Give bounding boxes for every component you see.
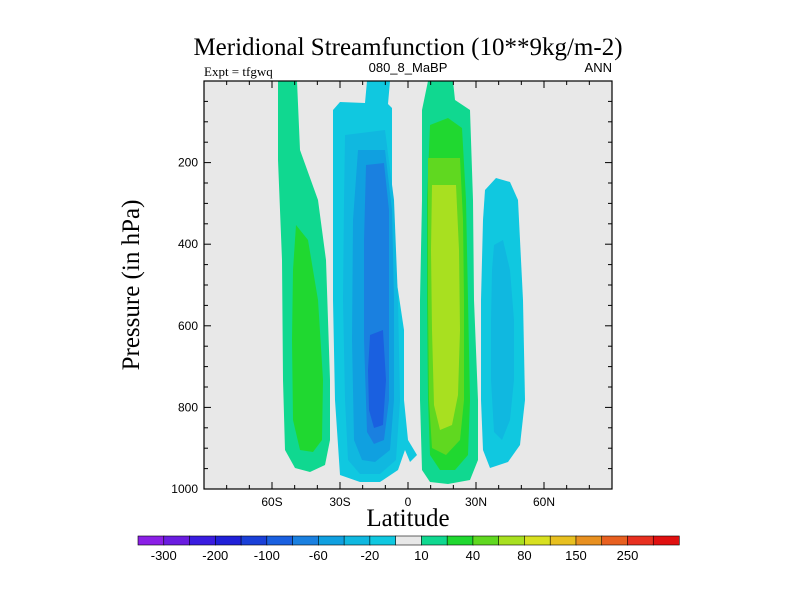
x-axis: 60S 30S 0 30N 60N: [226, 81, 590, 509]
y-axis: 200 400 600 800 1000: [171, 100, 612, 496]
y-tick-label: 1000: [171, 482, 198, 496]
colorbar-label: -300: [151, 548, 177, 563]
colorbar-box: [498, 535, 526, 546]
northern-hadley-level-60: [431, 185, 460, 430]
center-string: 080_8_MaBP: [369, 60, 448, 75]
plot-background: [204, 81, 612, 489]
colorbar-box: [472, 535, 500, 546]
colorbar-box: [627, 535, 654, 546]
colorbar-label: -60: [309, 548, 328, 563]
left-string: Expt = tfgwq: [204, 64, 273, 79]
colorbar-box: [369, 535, 397, 546]
y-tick-label: 200: [178, 156, 198, 170]
x-tick-label: 60S: [261, 495, 282, 509]
colorbar-box: [137, 535, 165, 546]
colorbar-label: 80: [517, 548, 531, 563]
colorbar-box: [549, 535, 577, 546]
southern-cell-level-20: [292, 225, 323, 452]
x-tick-label: 0: [405, 495, 412, 509]
right-string: ANN: [585, 60, 612, 75]
northern-ferrel-level-minus-20: [491, 240, 514, 440]
colorbar-box: [214, 535, 242, 546]
colorbar-box: [421, 535, 448, 546]
colorbar-label: 250: [617, 548, 639, 563]
colorbar-label: -100: [254, 548, 280, 563]
x-axis-label: Latitude: [366, 505, 449, 532]
contour-fills: [278, 81, 525, 484]
colorbar-box: [318, 535, 345, 546]
y-tick-label: 800: [178, 400, 198, 414]
colorbar: -300 -200 -100 -60 -20 10 40 80 150 250: [137, 535, 680, 563]
colorbar-box: [524, 535, 551, 546]
colorbar-label: 40: [466, 548, 480, 563]
x-tick-label: 60N: [533, 495, 555, 509]
chart-title: Meridional Streamfunction (10**9kg/m-2): [193, 34, 622, 61]
colorbar-label: -200: [202, 548, 228, 563]
colorbar-box: [446, 535, 474, 546]
colorbar-label: -20: [360, 548, 379, 563]
y-tick-label: 400: [178, 237, 198, 251]
colorbar-box: [343, 535, 371, 546]
colorbar-box: [189, 535, 216, 546]
colorbar-label: 10: [414, 548, 428, 563]
y-tick-label: 600: [178, 319, 198, 333]
colorbar-box: [240, 535, 268, 546]
x-tick-label: 30N: [465, 495, 487, 509]
colorbar-box: [266, 535, 294, 546]
colorbar-box: [395, 535, 422, 546]
colorbar-box: [292, 535, 319, 546]
colorbar-box: [601, 535, 629, 546]
colorbar-box: [652, 535, 680, 546]
y-axis-label: Pressure (in hPa): [118, 200, 145, 371]
colorbar-box: [575, 535, 603, 546]
colorbar-box: [163, 535, 191, 546]
colorbar-label: 150: [565, 548, 587, 563]
southern-hadley-core: [368, 330, 386, 428]
x-tick-label: 30S: [329, 495, 350, 509]
